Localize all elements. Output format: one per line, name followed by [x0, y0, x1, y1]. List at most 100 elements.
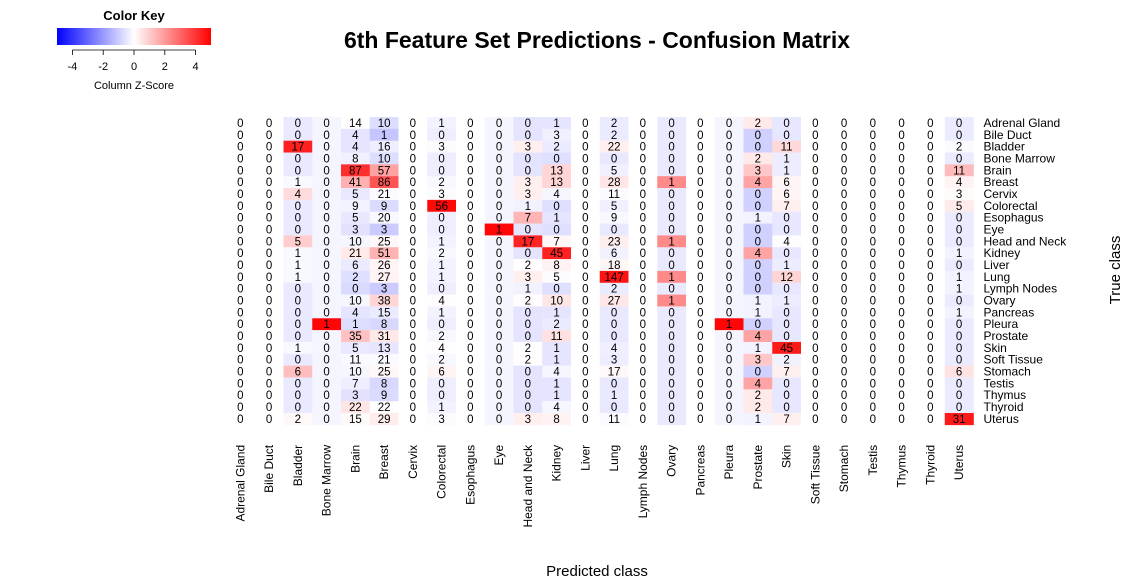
- heatmap-cell: [657, 294, 687, 307]
- cell-value-label: 0: [927, 378, 933, 390]
- heatmap-cell: [628, 413, 658, 426]
- cell-value-label: 1: [295, 272, 301, 284]
- cell-value-label: 0: [755, 272, 761, 284]
- cell-value-label: 0: [870, 319, 876, 331]
- cell-value-label: 0: [870, 248, 876, 260]
- heatmap-cell: [484, 164, 514, 177]
- heatmap-cell: [858, 235, 888, 248]
- cell-value-label: 0: [755, 130, 761, 142]
- cell-value-label: 5: [611, 201, 617, 213]
- cell-value-label: 0: [496, 331, 502, 343]
- cell-value-label: 0: [611, 224, 617, 236]
- cell-value-label: 0: [640, 165, 646, 177]
- cell-value-label: 13: [550, 165, 563, 177]
- cell-value-label: 0: [295, 165, 301, 177]
- heatmap-cell: [858, 152, 888, 165]
- cell-value-label: 26: [378, 260, 391, 272]
- cell-value-label: 12: [780, 272, 793, 284]
- heatmap-cell: [628, 211, 658, 224]
- heatmap-cell: [341, 152, 371, 165]
- cell-value-label: 0: [410, 355, 416, 367]
- column-label: Skin: [780, 445, 794, 468]
- heatmap-cell: [254, 164, 284, 177]
- heatmap-cell: [398, 235, 428, 248]
- cell-value-label: 0: [668, 260, 674, 272]
- heatmap-cell: [283, 128, 313, 141]
- cell-value-label: 0: [438, 224, 444, 236]
- heatmap-cell: [628, 401, 658, 414]
- cell-value-label: 0: [582, 224, 588, 236]
- heatmap-cell: [513, 306, 543, 319]
- heatmap-cell: [599, 341, 629, 355]
- cell-value-label: 1: [755, 414, 761, 426]
- heatmap-cell: [916, 152, 946, 165]
- heatmap-cell: [714, 306, 744, 319]
- cell-value-label: 0: [582, 402, 588, 414]
- heatmap-cell: [887, 389, 917, 402]
- cell-value-label: 0: [898, 248, 904, 260]
- heatmap-cell: [542, 117, 572, 130]
- cell-value-label: 6: [783, 189, 789, 201]
- heatmap-cell: [254, 413, 284, 426]
- heatmap-cell: [772, 330, 802, 343]
- cell-value-label: 0: [237, 307, 243, 319]
- cell-value-label: 0: [640, 367, 646, 379]
- heatmap-cell: [829, 235, 859, 248]
- cell-value-label: 0: [582, 236, 588, 248]
- cell-value-label: 0: [726, 260, 732, 272]
- cell-value-label: 1: [755, 213, 761, 225]
- cell-value-label: 0: [726, 402, 732, 414]
- cell-value-label: 0: [323, 390, 329, 402]
- cell-value-label: 0: [640, 355, 646, 367]
- cell-value-label: 5: [295, 236, 301, 248]
- row-label: Ovary: [984, 294, 1016, 308]
- cell-value-label: 3: [525, 272, 531, 284]
- heatmap-cell: [714, 330, 744, 343]
- cell-value-label: 9: [352, 201, 358, 213]
- heatmap-cell: [801, 247, 831, 260]
- heatmap-cell: [628, 199, 658, 213]
- heatmap-cell: [628, 377, 658, 390]
- cell-value-label: 0: [295, 201, 301, 213]
- cell-value-label: 0: [467, 201, 473, 213]
- cell-value-label: 0: [640, 142, 646, 154]
- cell-value-label: 0: [783, 118, 789, 130]
- cell-value-label: 0: [726, 343, 732, 355]
- heatmap-cell: [341, 140, 371, 153]
- heatmap-cell: [714, 282, 744, 295]
- cell-value-label: 3: [381, 284, 387, 296]
- heatmap-cell: [226, 389, 256, 402]
- cell-value-label: 1: [525, 284, 531, 296]
- cell-value-label: 0: [640, 331, 646, 343]
- cell-value-label: 0: [410, 177, 416, 189]
- cell-value-label: 7: [783, 414, 789, 426]
- heatmap-cell: [341, 401, 371, 414]
- cell-value-label: 0: [668, 414, 674, 426]
- cell-value-label: 0: [870, 236, 876, 248]
- heatmap-cell: [772, 140, 802, 153]
- column-label: Cervix: [406, 445, 420, 479]
- heatmap-cell: [369, 140, 399, 153]
- cell-value-label: 0: [525, 224, 531, 236]
- heatmap-cell: [456, 389, 486, 402]
- heatmap-cell: [484, 365, 514, 378]
- heatmap-cell: [599, 353, 629, 366]
- column-label: Brain: [348, 445, 362, 473]
- cell-value-label: 0: [726, 331, 732, 343]
- cell-value-label: 0: [726, 118, 732, 130]
- cell-value-label: 1: [438, 118, 444, 130]
- heatmap-cell: [427, 413, 457, 426]
- heatmap-cell: [944, 199, 974, 213]
- heatmap-cell: [916, 223, 946, 236]
- heatmap-cell: [312, 211, 342, 224]
- heatmap-cell: [657, 365, 687, 378]
- heatmap-cell: [254, 199, 284, 213]
- cell-value-label: 0: [668, 331, 674, 343]
- cell-value-label: 0: [237, 355, 243, 367]
- cell-value-label: 10: [378, 153, 391, 165]
- cell-value-label: 0: [697, 118, 703, 130]
- heatmap-cell: [484, 117, 514, 130]
- cell-value-label: 0: [812, 224, 818, 236]
- cell-value-label: 0: [640, 284, 646, 296]
- cell-value-label: 1: [668, 236, 674, 248]
